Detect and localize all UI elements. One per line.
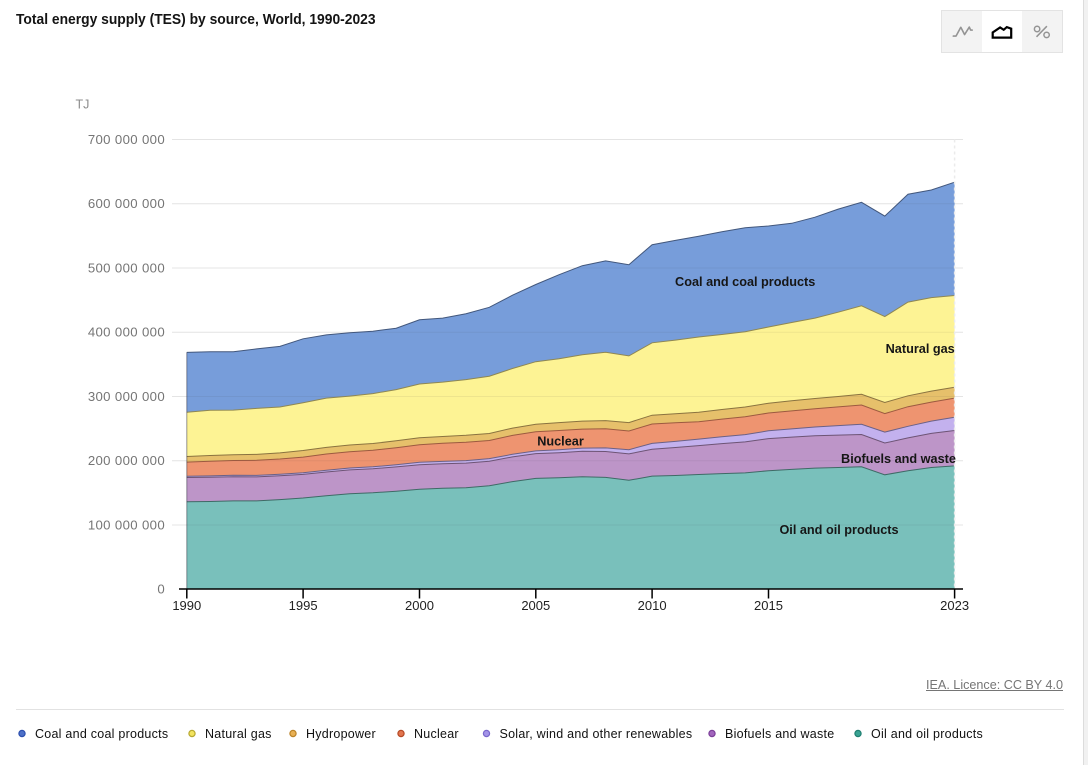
svg-text:TJ: TJ: [76, 98, 90, 112]
svg-text:Natural gas: Natural gas: [886, 342, 955, 356]
svg-text:1990: 1990: [172, 598, 201, 613]
svg-text:Nuclear: Nuclear: [537, 435, 584, 449]
svg-text:500 000 000: 500 000 000: [88, 261, 165, 276]
svg-text:1995: 1995: [289, 598, 318, 613]
svg-text:Coal and coal products: Coal and coal products: [35, 727, 168, 741]
svg-text:2023: 2023: [940, 598, 969, 613]
svg-text:Hydropower: Hydropower: [306, 727, 376, 741]
svg-text:Solar, wind and other renewabl: Solar, wind and other renewables: [500, 727, 693, 741]
svg-text:400 000 000: 400 000 000: [88, 325, 165, 340]
svg-text:2005: 2005: [521, 598, 550, 613]
svg-text:2015: 2015: [754, 598, 783, 613]
svg-text:700 000 000: 700 000 000: [88, 132, 165, 147]
svg-text:0: 0: [157, 582, 165, 597]
svg-text:2010: 2010: [638, 598, 667, 613]
svg-text:100 000 000: 100 000 000: [88, 518, 165, 533]
svg-text:Biofuels and waste: Biofuels and waste: [725, 727, 834, 741]
svg-text:Oil and oil products: Oil and oil products: [871, 727, 983, 741]
svg-text:600 000 000: 600 000 000: [88, 196, 165, 211]
svg-text:200 000 000: 200 000 000: [88, 453, 165, 468]
svg-text:2000: 2000: [405, 598, 434, 613]
svg-text:Oil and oil products: Oil and oil products: [779, 523, 898, 537]
svg-text:Natural gas: Natural gas: [205, 727, 272, 741]
svg-text:Nuclear: Nuclear: [414, 727, 459, 741]
svg-text:300 000 000: 300 000 000: [88, 389, 165, 404]
svg-text:Biofuels and waste: Biofuels and waste: [841, 452, 956, 466]
svg-text:Coal and coal products: Coal and coal products: [675, 275, 815, 289]
